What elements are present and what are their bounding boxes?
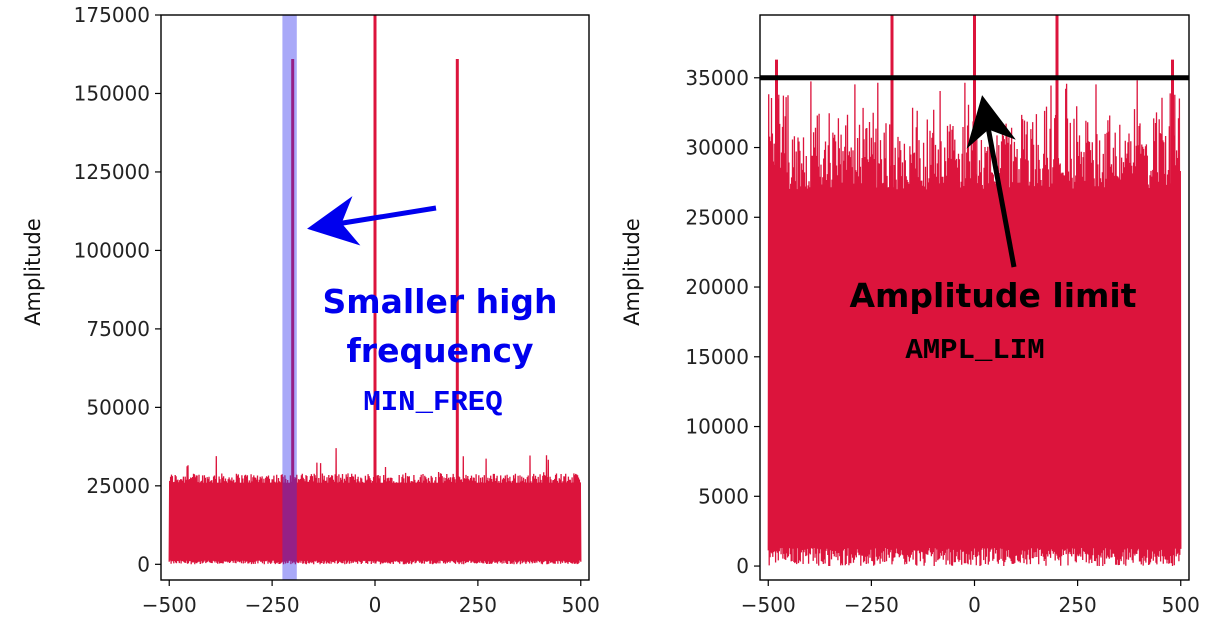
x-tick-label: 250 <box>1059 593 1097 617</box>
band-line <box>767 80 1182 567</box>
left-spikes <box>291 15 459 502</box>
right-band-series <box>767 80 1182 567</box>
right-y-axis-label: Amplitude <box>620 218 644 326</box>
y-tick-label: 50000 <box>86 395 150 419</box>
left-x-ticks: −500 −250 0 250 500 <box>142 580 600 617</box>
y-tick-label: 15000 <box>685 345 749 369</box>
x-tick-label: −500 <box>142 593 197 617</box>
x-tick-label: 500 <box>1162 593 1200 617</box>
x-tick-label: 0 <box>968 593 981 617</box>
y-tick-label: 5000 <box>698 484 749 508</box>
min-freq-annotation-line2: frequency <box>346 331 533 370</box>
left-chart: 0 25000 50000 75000 100000 125000 150000 175000… <box>21 3 600 617</box>
ampl-lim-arrow <box>966 95 1017 268</box>
y-tick-label: 75000 <box>86 317 150 341</box>
ampl-lim-code-label: AMPL_LIM <box>905 334 1044 367</box>
y-tick-label: 35000 <box>685 66 749 90</box>
ampl-lim-annotation: Amplitude limit <box>849 276 1136 315</box>
min-freq-code-label: MIN_FREQ <box>363 386 502 419</box>
y-tick-label: 30000 <box>685 136 749 160</box>
x-tick-label: 0 <box>369 593 382 617</box>
x-tick-label: −250 <box>844 593 899 617</box>
left-plot-area <box>168 15 582 580</box>
min-freq-highlight-band <box>282 15 297 580</box>
left-y-ticks: 0 25000 50000 75000 100000 125000 150000 175000 <box>74 3 161 576</box>
x-tick-label: 500 <box>562 593 600 617</box>
y-tick-label: 100000 <box>74 238 150 262</box>
y-tick-label: 175000 <box>74 3 150 27</box>
right-plot-area <box>760 15 1189 567</box>
right-y-ticks: 0 5000 10000 15000 20000 25000 30000 35000 <box>685 66 760 578</box>
y-tick-label: 0 <box>137 552 150 576</box>
y-tick-label: 10000 <box>685 415 749 439</box>
noise-line <box>168 448 582 565</box>
x-tick-label: −500 <box>741 593 796 617</box>
left-y-axis-label: Amplitude <box>21 218 45 326</box>
x-tick-label: 250 <box>459 593 497 617</box>
y-tick-label: 20000 <box>685 275 749 299</box>
y-tick-label: 25000 <box>685 205 749 229</box>
y-tick-label: 125000 <box>74 160 150 184</box>
y-tick-label: 150000 <box>74 81 150 105</box>
y-tick-label: 0 <box>736 554 749 578</box>
min-freq-annotation-line1: Smaller high <box>322 282 557 321</box>
min-freq-arrow <box>307 196 437 246</box>
x-tick-label: −250 <box>245 593 300 617</box>
y-tick-label: 25000 <box>86 474 150 498</box>
right-x-ticks: −500 −250 0 250 500 <box>741 580 1200 617</box>
